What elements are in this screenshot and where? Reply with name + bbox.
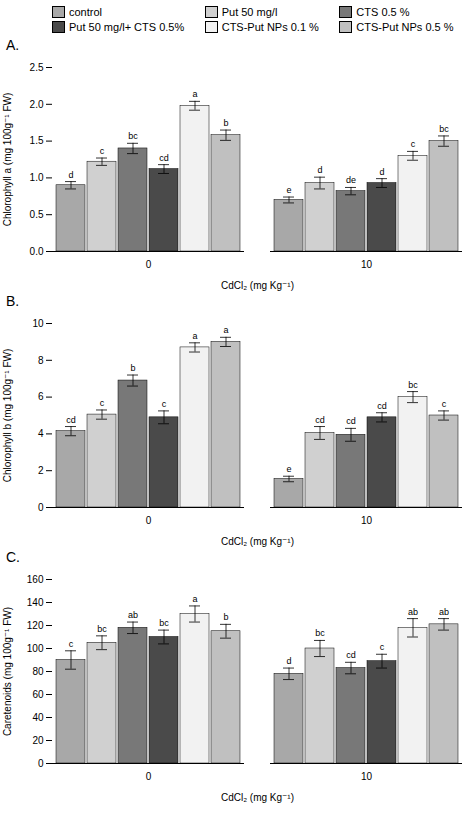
svg-text:bc: bc xyxy=(97,624,107,634)
svg-text:d: d xyxy=(286,656,291,666)
svg-text:2.0: 2.0 xyxy=(30,99,44,110)
svg-text:Caretenoids (mg 100g⁻¹ FW): Caretenoids (mg 100g⁻¹ FW) xyxy=(2,607,13,736)
svg-text:c: c xyxy=(380,642,385,652)
html-text:C.: C. xyxy=(6,549,20,565)
svg-text:d: d xyxy=(317,165,322,175)
svg-text:2: 2 xyxy=(38,465,44,476)
html-text:B.: B. xyxy=(6,293,20,309)
svg-text:b: b xyxy=(223,612,228,622)
svg-text:0: 0 xyxy=(146,259,152,270)
svg-text:c: c xyxy=(162,399,167,409)
svg-text:d: d xyxy=(379,167,384,177)
svg-text:1.0: 1.0 xyxy=(30,172,44,183)
svg-text:c: c xyxy=(69,639,74,649)
html-text:control: control xyxy=(69,6,102,18)
svg-text:cd: cd xyxy=(315,415,325,425)
svg-text:140: 140 xyxy=(27,597,44,608)
html-text:CTS 0.5 %: CTS 0.5 % xyxy=(356,6,410,18)
svg-text:60: 60 xyxy=(32,689,44,700)
svg-text:bc: bc xyxy=(315,628,325,638)
html-text:Put 50 mg/l+ CTS 0.5%: Put 50 mg/l+ CTS 0.5% xyxy=(69,21,185,33)
svg-text:a: a xyxy=(223,325,228,335)
svg-text:100: 100 xyxy=(27,643,44,654)
svg-text:10: 10 xyxy=(361,515,373,526)
svg-text:4: 4 xyxy=(38,428,44,439)
svg-text:20: 20 xyxy=(32,735,44,746)
html-text:CTS-Put NPs 0.1 %: CTS-Put NPs 0.1 % xyxy=(221,21,319,33)
svg-text:cd: cd xyxy=(159,153,169,163)
svg-text:c: c xyxy=(442,399,447,409)
svg-text:bc: bc xyxy=(408,380,418,390)
svg-text:Chlorophyll a (mg 100g⁻¹ FW): Chlorophyll a (mg 100g⁻¹ FW) xyxy=(2,93,13,227)
svg-text:0: 0 xyxy=(146,515,152,526)
svg-text:Chlorophyll b (mg 100g⁻¹ FW): Chlorophyll b (mg 100g⁻¹ FW) xyxy=(2,349,13,483)
svg-text:2.5: 2.5 xyxy=(30,62,44,73)
svg-text:ab: ab xyxy=(408,607,418,617)
svg-text:c: c xyxy=(100,146,105,156)
svg-text:e: e xyxy=(286,464,291,474)
svg-text:80: 80 xyxy=(32,666,44,677)
svg-text:e: e xyxy=(286,185,291,195)
svg-text:a: a xyxy=(192,89,197,99)
svg-text:ab: ab xyxy=(439,607,449,617)
html-text:A.: A. xyxy=(6,37,20,53)
svg-text:b: b xyxy=(130,363,135,373)
svg-text:bc: bc xyxy=(128,131,138,141)
svg-text:120: 120 xyxy=(27,620,44,631)
svg-text:b: b xyxy=(223,118,228,128)
svg-text:0: 0 xyxy=(146,771,152,782)
svg-text:cd: cd xyxy=(66,415,76,425)
svg-text:160: 160 xyxy=(27,574,44,585)
svg-text:8: 8 xyxy=(38,355,44,366)
svg-text:CdCl₂ (mg Kg⁻¹): CdCl₂ (mg Kg⁻¹) xyxy=(221,536,294,547)
svg-text:CdCl₂ (mg Kg⁻¹): CdCl₂ (mg Kg⁻¹) xyxy=(221,280,294,291)
svg-text:ab: ab xyxy=(128,610,138,620)
svg-text:1.5: 1.5 xyxy=(30,135,44,146)
svg-text:10: 10 xyxy=(361,259,373,270)
svg-text:40: 40 xyxy=(32,712,44,723)
svg-text:cd: cd xyxy=(346,650,356,660)
svg-text:de: de xyxy=(346,175,356,185)
svg-text:bc: bc xyxy=(439,124,449,134)
svg-text:10: 10 xyxy=(361,771,373,782)
svg-text:bc: bc xyxy=(159,618,169,628)
svg-text:d: d xyxy=(68,170,73,180)
svg-text:a: a xyxy=(192,331,197,341)
svg-text:CdCl₂ (mg Kg⁻¹): CdCl₂ (mg Kg⁻¹) xyxy=(221,792,294,803)
svg-text:0.0: 0.0 xyxy=(30,246,44,257)
svg-text:c: c xyxy=(411,139,416,149)
svg-text:10: 10 xyxy=(32,318,44,329)
svg-text:cd: cd xyxy=(377,401,387,411)
svg-text:a: a xyxy=(192,594,197,604)
svg-text:c: c xyxy=(100,398,105,408)
svg-text:cd: cd xyxy=(346,416,356,426)
html-text:Put 50 mg/l: Put 50 mg/l xyxy=(221,6,278,18)
html-text:CTS-Put NPs 0.5 %: CTS-Put NPs 0.5 % xyxy=(356,21,454,33)
svg-text:0: 0 xyxy=(38,502,44,513)
svg-text:6: 6 xyxy=(38,391,44,402)
svg-text:0: 0 xyxy=(38,758,44,769)
svg-text:0.5: 0.5 xyxy=(30,209,44,220)
